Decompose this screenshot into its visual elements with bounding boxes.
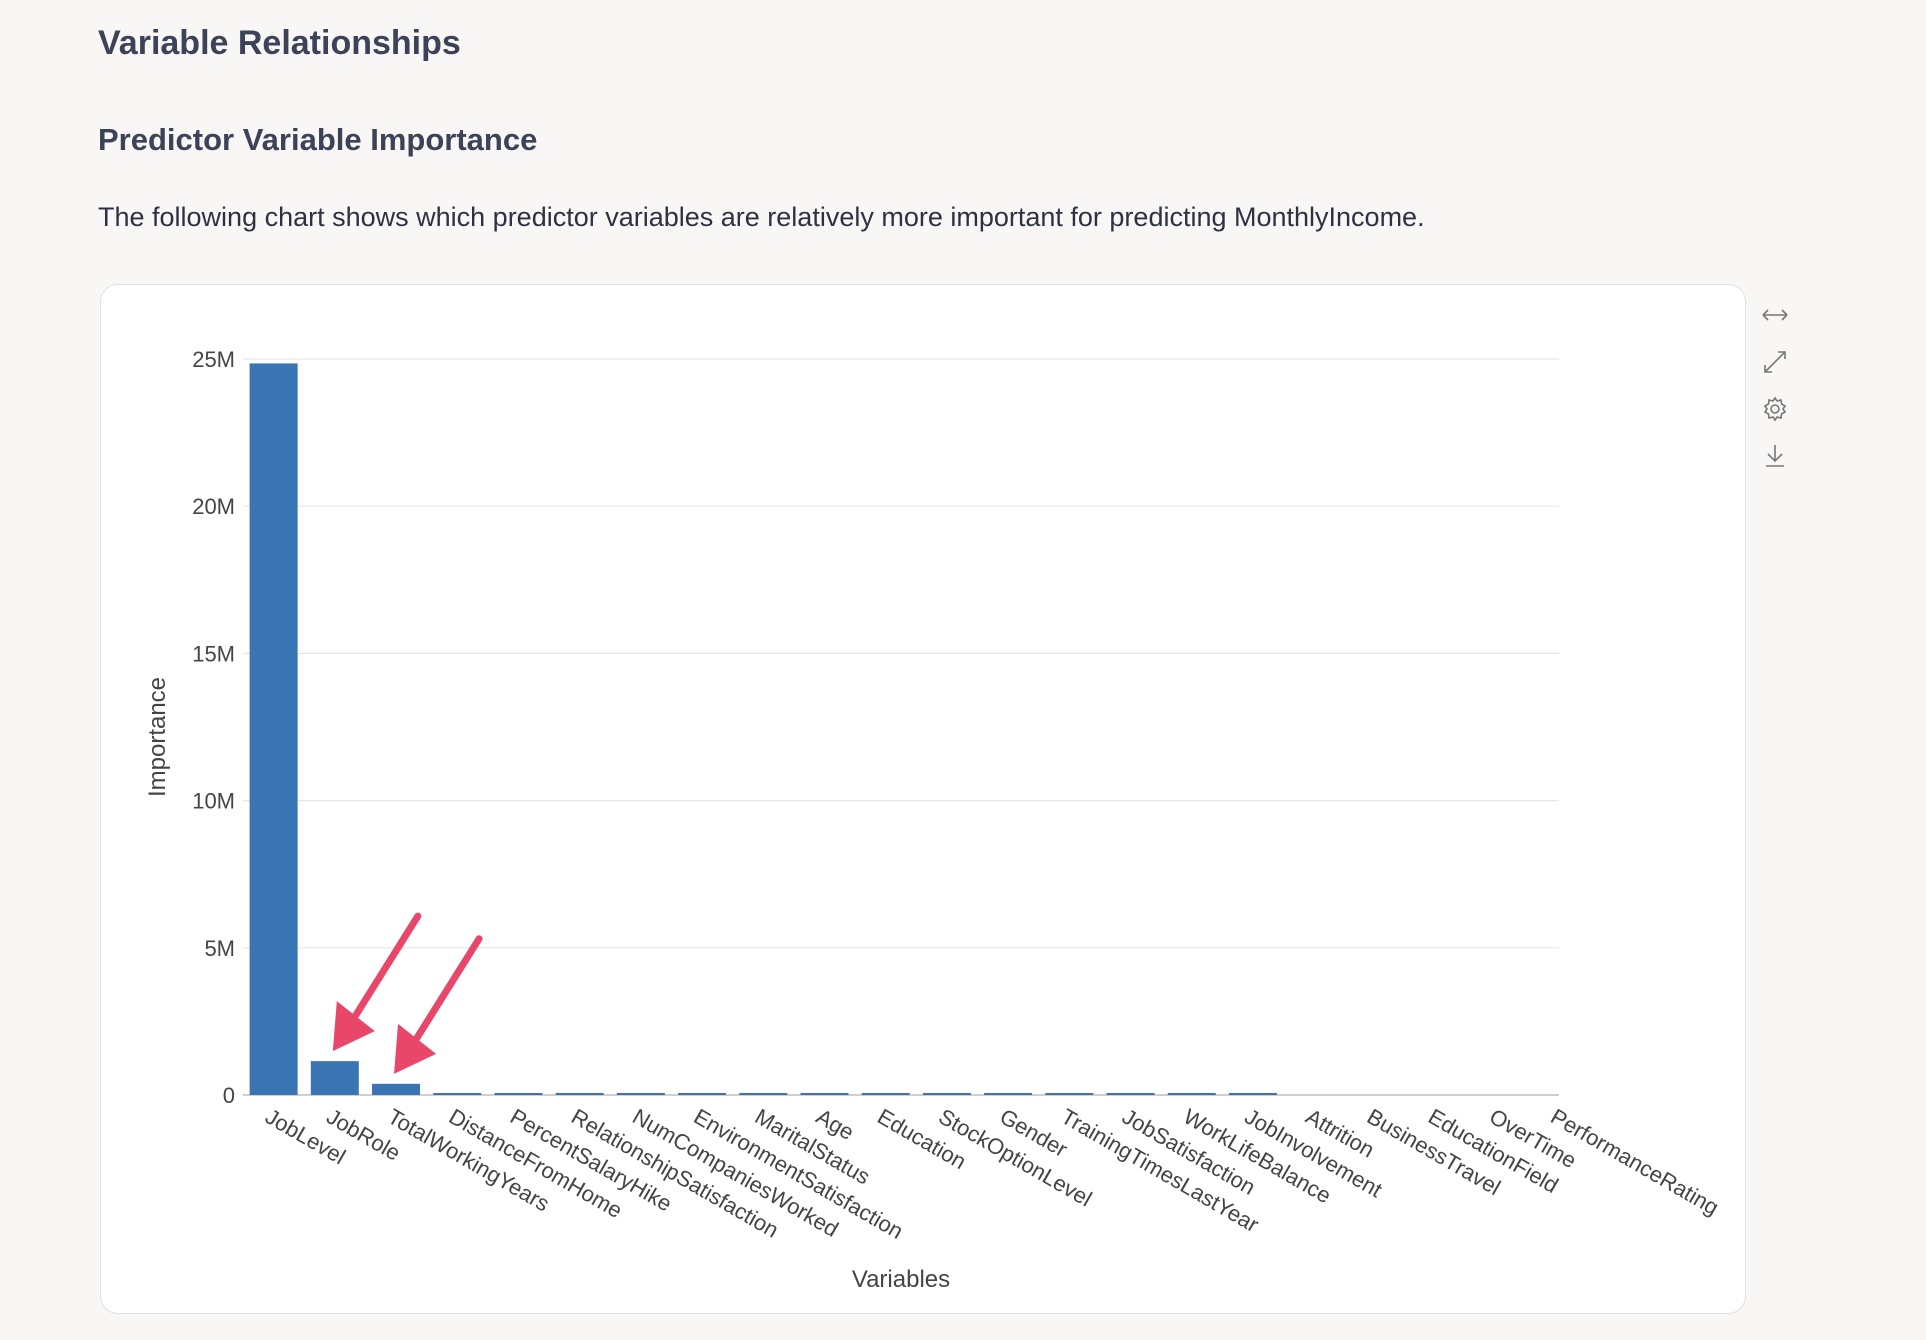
y-tick-label: 20M <box>192 494 235 519</box>
y-axis-title: Importance <box>144 677 171 797</box>
annotation-arrow <box>394 935 483 1074</box>
y-tick-label: 5M <box>204 936 235 961</box>
bar-Age[interactable] <box>800 1093 849 1095</box>
bar-NumCompaniesWorked[interactable] <box>616 1093 665 1095</box>
download-icon[interactable] <box>1760 441 1790 471</box>
bar-Education[interactable] <box>861 1093 910 1095</box>
bar-JobLevel[interactable] <box>249 363 298 1095</box>
annotation-arrow <box>332 912 422 1052</box>
section-title: Variable Relationships <box>98 24 461 62</box>
bar-Gender[interactable] <box>984 1093 1033 1095</box>
bar-RelationshipSatisfaction[interactable] <box>555 1093 604 1095</box>
bar-PercentSalaryHike[interactable] <box>494 1093 543 1095</box>
y-tick-label: 0 <box>223 1083 235 1108</box>
x-axis-title: Variables <box>852 1266 950 1293</box>
bar-JobInvolvement[interactable] <box>1228 1093 1277 1095</box>
y-tick-label: 15M <box>192 641 235 666</box>
bar-JobSatisfaction[interactable] <box>1106 1093 1155 1095</box>
chart-section-title: Predictor Variable Importance <box>98 122 538 157</box>
chart-description: The following chart shows which predicto… <box>98 202 1425 232</box>
bar-TotalWorkingYears[interactable] <box>372 1083 421 1095</box>
bar-WorkLifeBalance[interactable] <box>1167 1093 1216 1095</box>
y-tick-label: 25M <box>192 347 235 372</box>
bar-StockOptionLevel[interactable] <box>922 1093 971 1095</box>
expand-horizontal-icon[interactable] <box>1760 300 1790 330</box>
bar-JobRole[interactable] <box>310 1061 359 1095</box>
bar-DistanceFromHome[interactable] <box>433 1093 482 1095</box>
chart-toolbar <box>1760 300 1790 488</box>
bar-MaritalStatus[interactable] <box>739 1093 788 1095</box>
maximize-icon[interactable] <box>1760 347 1790 377</box>
bar-TrainingTimesLastYear[interactable] <box>1045 1093 1094 1095</box>
settings-gear-icon[interactable] <box>1760 394 1790 424</box>
chart-card: 0 5M 10M 15M 20M 25M JobLevel JobRole TotalWork… <box>100 284 1746 1314</box>
y-tick-label: 10M <box>192 789 235 814</box>
bar-EnvironmentSatisfaction[interactable] <box>678 1093 727 1095</box>
